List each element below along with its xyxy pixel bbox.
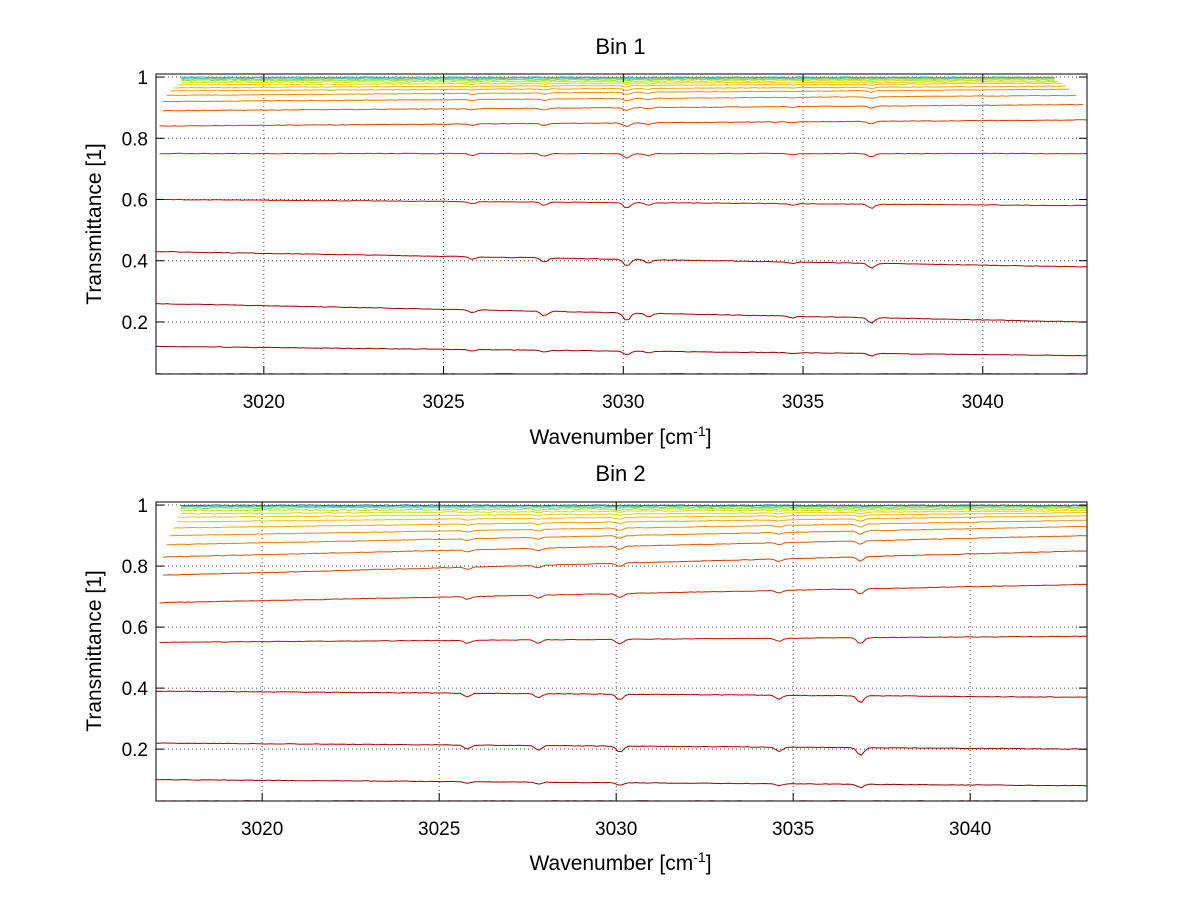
plot-frame xyxy=(156,74,1087,374)
y-tick-label: 0.8 xyxy=(122,557,148,578)
x-axis-label-superscript: -1 xyxy=(693,849,706,865)
x-tick-label: 3040 xyxy=(949,819,991,840)
x-tick-label: 3035 xyxy=(782,392,824,413)
spectrum-line xyxy=(156,199,1087,208)
x-axis-label-end: ] xyxy=(706,426,712,449)
spectrum-line xyxy=(163,551,1087,575)
y-tick-label: 1 xyxy=(137,496,148,517)
y-tick-label: 0.6 xyxy=(122,618,148,639)
x-tick-label: 3035 xyxy=(772,819,814,840)
y-axis-label: Transmittance [1] xyxy=(83,143,106,304)
x-axis-label-main: Wavenumber [cm xyxy=(529,852,693,875)
spectrum-line xyxy=(156,743,1087,755)
x-axis-label-superscript: -1 xyxy=(693,423,706,439)
y-tick-label: 0.6 xyxy=(122,191,148,212)
grid-lines xyxy=(156,74,1087,374)
spectrum-line xyxy=(160,584,1088,603)
y-tick-label: 0.4 xyxy=(122,679,149,700)
spectrum-line xyxy=(167,526,1087,545)
spectrum-line xyxy=(156,346,1087,356)
chart-title: Bin 1 xyxy=(595,34,645,59)
axis-ticks: 3020 3025 3030 3035 3040 0.2 0.4 0.6 0.8 1 xyxy=(122,68,1087,413)
grid-lines xyxy=(156,502,1087,801)
x-tick-label: 3030 xyxy=(595,819,637,840)
spectrum-line xyxy=(156,252,1087,269)
spectrum-line xyxy=(160,636,1088,644)
spectrum-line xyxy=(156,691,1087,702)
x-tick-label: 3030 xyxy=(602,392,644,413)
y-tick-label: 0.2 xyxy=(122,740,148,761)
plot-frame xyxy=(156,502,1087,801)
x-axis-label-end: ] xyxy=(706,852,712,875)
spectrum-line xyxy=(170,520,1087,536)
spectrum-line xyxy=(163,536,1087,558)
spectrum-line xyxy=(156,304,1087,323)
spectrum-line xyxy=(181,505,1087,506)
y-tick-label: 0.4 xyxy=(122,252,149,273)
spectrum-line xyxy=(163,95,1076,101)
x-axis-label: Wavenumber [cm-1] xyxy=(529,849,711,875)
x-tick-label: 3020 xyxy=(243,392,285,413)
series-group xyxy=(156,505,1087,801)
x-tick-label: 3025 xyxy=(422,392,464,413)
y-axis-label: Transmittance [1] xyxy=(83,570,106,731)
spectrum-line xyxy=(160,120,1087,127)
chart-title: Bin 2 xyxy=(595,461,645,486)
x-tick-label: 3025 xyxy=(418,819,460,840)
y-tick-label: 1 xyxy=(137,68,148,89)
series-group xyxy=(156,77,1087,374)
x-tick-label: 3020 xyxy=(241,819,283,840)
spectrum-line xyxy=(156,780,1087,788)
y-tick-label: 0.2 xyxy=(122,313,148,334)
axis-ticks: 3020 3025 3030 3035 3040 0.2 0.4 0.6 0.8 1 xyxy=(122,496,1087,840)
x-axis-label-main: Wavenumber [cm xyxy=(529,426,693,449)
y-tick-label: 0.8 xyxy=(122,129,148,150)
x-axis-label: Wavenumber [cm-1] xyxy=(529,423,711,449)
x-tick-label: 3040 xyxy=(962,392,1004,413)
